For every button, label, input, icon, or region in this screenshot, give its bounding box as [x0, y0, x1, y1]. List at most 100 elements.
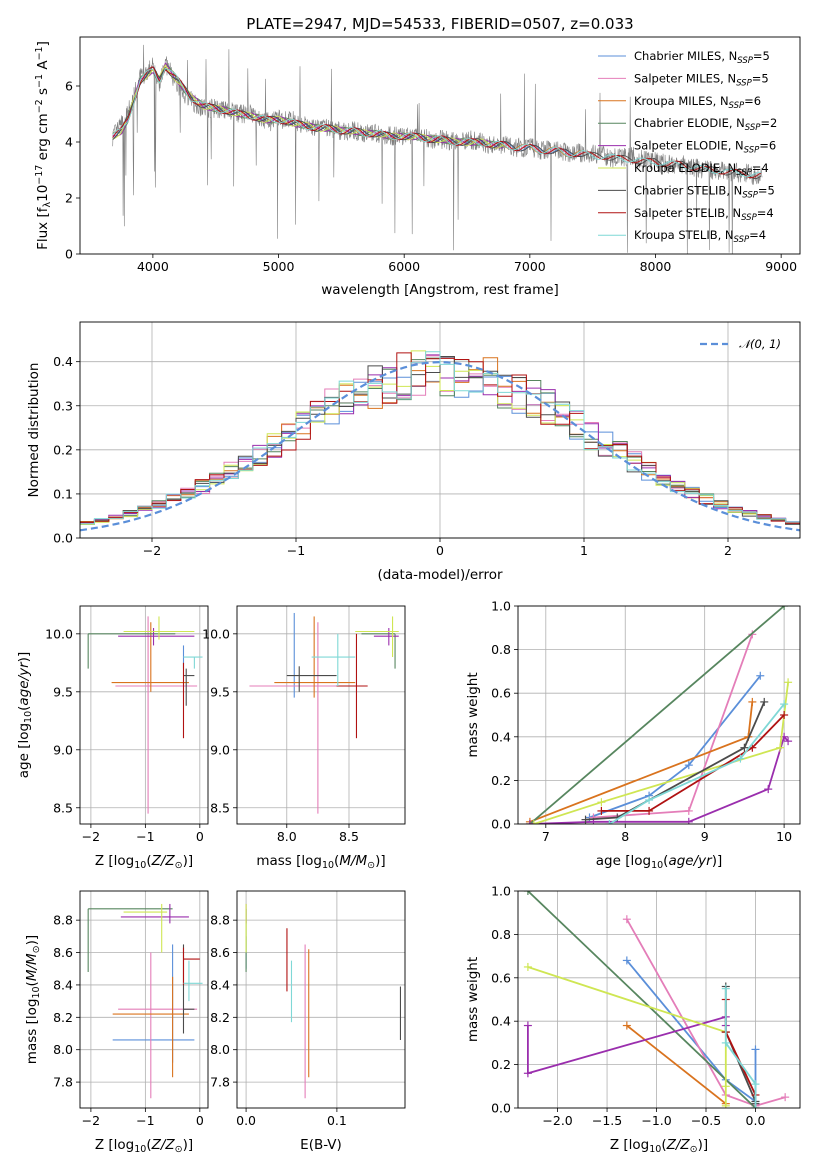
- age-vs-Z-xlabel-part: Z [log: [95, 853, 134, 869]
- residuals-xtick-label: −1: [287, 543, 305, 558]
- age-vs-Z-ytick-label: 8.5: [53, 800, 73, 815]
- mass-weight-vs-age-lines: [525, 606, 793, 824]
- spectrum-ylabel-part: −17: [34, 165, 45, 185]
- age-vs-mass-errorbars: [249, 612, 399, 814]
- mass-vs-Z-xlabel-part: )]: [183, 1137, 194, 1153]
- age-vs-Z-ytick-label: 10.0: [45, 626, 73, 641]
- mass-vs-Z-xlabel-part: (: [146, 1137, 151, 1153]
- spectrum-frame: [79, 36, 801, 255]
- age-vs-mass-axes: 8.0 8.5 8.5 9.0 9.5 10.0: [202, 606, 405, 844]
- mass-weight-vs-Z-xlabel-part: ⊙: [690, 1144, 698, 1155]
- mass-vs-Z-xtick-label: 0: [196, 1113, 204, 1128]
- residuals-ytick-label: 0.1: [53, 486, 73, 501]
- legend-label-sub: SSP: [745, 123, 761, 133]
- mass-weight-vs-Z-xtick-label: −1.0: [641, 1113, 671, 1128]
- weight-line: [724, 988, 757, 1108]
- spectrum-ytick-label: 6: [65, 79, 73, 94]
- spectrum-ylabel-part: s: [35, 88, 51, 99]
- legend-label: Salpeter STELIB, NSSP=4: [634, 206, 774, 223]
- legend-label-value: =4: [752, 161, 769, 175]
- weight-line: [626, 1024, 727, 1105]
- mass-vs-Z-xlabel-part: Z/Z: [151, 1137, 176, 1153]
- mass-vs-Z-xtick-label: −1: [136, 1113, 154, 1128]
- weight-line: [529, 606, 785, 824]
- residuals-ytick-label: 0.4: [53, 354, 73, 369]
- legend-label-sub: SSP: [736, 78, 752, 88]
- age-vs-Z-ylabel-part: )]: [16, 652, 32, 663]
- mass-weight-vs-age-ytick-label: 0.2: [491, 773, 511, 788]
- mass-vs-Z-xlabel-part: Z [log: [95, 1137, 134, 1153]
- age-vs-mass-xlabel-part: mass [log: [256, 853, 322, 869]
- spectrum-xtick-label: 4000: [137, 259, 169, 274]
- mass-weight-vs-age-xtick-label: 10: [776, 829, 792, 844]
- spectrum-lines: [112, 44, 763, 254]
- residuals-xtick-label: 1: [580, 543, 588, 558]
- mass-vs-Z-ylabel-part: 10: [31, 986, 42, 998]
- legend-label-value: =5: [752, 71, 769, 85]
- legend-label: Kroupa STELIB, NSSP=4: [634, 228, 766, 245]
- mass-vs-Z-ytick-label: 8.2: [53, 1010, 73, 1025]
- legend-label: Kroupa ELODIE, NSSP=4: [634, 161, 769, 178]
- spectrum-model-line: [112, 66, 762, 179]
- legend-label-value: =4: [749, 228, 766, 242]
- legend-label-sub: SSP: [737, 56, 753, 66]
- mass-weight-vs-Z-ytick-label: 0.8: [491, 927, 511, 942]
- weight-line: [589, 675, 762, 819]
- spectrum-ylabel-part: −1: [34, 46, 45, 60]
- legend-label: Chabrier MILES, NSSP=5: [634, 49, 770, 66]
- legend-label: Salpeter ELODIE, NSSP=6: [634, 139, 776, 156]
- age-vs-Z-ylabel-part: age [log: [16, 723, 32, 778]
- mass-weight-vs-age-ytick-label: 1.0: [491, 599, 511, 614]
- mass-vs-Z-ytick-label: 8.4: [53, 977, 73, 992]
- age-vs-Z-xlabel: Z [log10(Z/Z⊙)]: [95, 853, 193, 871]
- legend-label-sub: SSP: [742, 190, 758, 200]
- mass-vs-Z-ylabel: mass [log10(M/M⊙)]: [24, 935, 42, 1064]
- residuals-ytick-label: 0.0: [53, 531, 73, 546]
- age-vs-Z-xlabel-part: 10: [134, 860, 146, 871]
- mass-weight-vs-Z-xtick-label: 0.0: [746, 1113, 766, 1128]
- mass-vs-Z-ylabel-part: (: [24, 981, 40, 986]
- spectrum-ylabel-part: erg cm: [35, 113, 51, 164]
- mass-weight-vs-Z-ytick-label: 1.0: [491, 884, 511, 899]
- mass-weight-vs-age-xtick-label: 9: [701, 829, 709, 844]
- mass-vs-Z-ylabel-part: )]: [24, 935, 40, 946]
- mass-weight-vs-Z-xlabel-part: 10: [649, 1144, 661, 1155]
- mass-vs-ebv-xtick-label: 0.1: [327, 1113, 347, 1128]
- mass-vs-ebv-ytick-label: 8.8: [210, 913, 230, 928]
- residuals-xtick-label: −2: [143, 543, 161, 558]
- legend-label-value: =4: [757, 206, 774, 220]
- residuals-xtick-label: 0: [436, 543, 444, 558]
- mass-vs-Z-ylabel-part: M/M: [24, 953, 40, 981]
- age-vs-Z-xlabel-part: )]: [183, 853, 194, 869]
- age-vs-mass-xlabel-part: (: [334, 853, 339, 869]
- age-vs-mass-xlabel-part: 10: [322, 860, 334, 871]
- spectrum-ylabel-part: −1: [34, 74, 45, 88]
- spectrum-xtick-label: 8000: [640, 259, 672, 274]
- mass-weight-vs-Z-xlabel-part: (: [661, 1137, 666, 1153]
- mass-weight-vs-Z-ytick-label: 0.2: [491, 1057, 511, 1072]
- mass-weight-vs-Z-ytick-label: 0.4: [491, 1014, 511, 1029]
- mass-weight-vs-age-xlabel-part: age/yr: [668, 853, 713, 869]
- age-vs-mass-xlabel-part: ⊙: [367, 860, 375, 871]
- mass-weight-vs-age-ylabel: mass weight: [465, 672, 481, 757]
- mass-vs-Z-xtick-label: −2: [82, 1113, 100, 1128]
- mass-vs-ebv-ytick-label: 8.0: [210, 1042, 230, 1057]
- spectrum-ytick-label: 2: [65, 191, 73, 206]
- mass-weight-vs-Z-ytick-label: 0.6: [491, 970, 511, 985]
- legend-label-sub: SSP: [736, 168, 752, 178]
- mass-weight-vs-Z-xlabel: Z [log10(Z/Z⊙)]: [610, 1137, 708, 1155]
- age-vs-mass-ytick-label: 9.5: [210, 684, 230, 699]
- mass-weight-vs-Z-ytick-label: 0.0: [491, 1101, 511, 1116]
- mass-vs-ebv-ytick-label: 8.6: [210, 945, 230, 960]
- mass-vs-Z-xlabel: Z [log10(Z/Z⊙)]: [95, 1137, 193, 1155]
- spectrum-xlabel: wavelength [Angstrom, rest frame]: [321, 282, 559, 298]
- weight-line: [601, 714, 785, 812]
- mass-weight-vs-Z-ylabel: mass weight: [465, 957, 481, 1042]
- age-vs-mass-xlabel-part: )]: [375, 853, 386, 869]
- weight-line: [626, 918, 786, 1107]
- mass-weight-vs-Z-xtick-label: −0.5: [691, 1113, 721, 1128]
- legend-label-value: =5: [758, 183, 775, 197]
- age-vs-Z-ylabel: age [log10(age/yr)]: [16, 652, 34, 778]
